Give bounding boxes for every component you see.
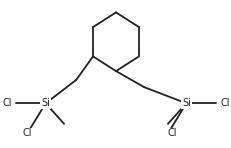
Text: Si: Si	[41, 98, 50, 108]
Text: Si: Si	[181, 98, 190, 108]
Text: Cl: Cl	[22, 128, 32, 138]
Text: Cl: Cl	[167, 128, 176, 138]
Text: Cl: Cl	[2, 98, 12, 108]
Text: Cl: Cl	[219, 98, 229, 108]
